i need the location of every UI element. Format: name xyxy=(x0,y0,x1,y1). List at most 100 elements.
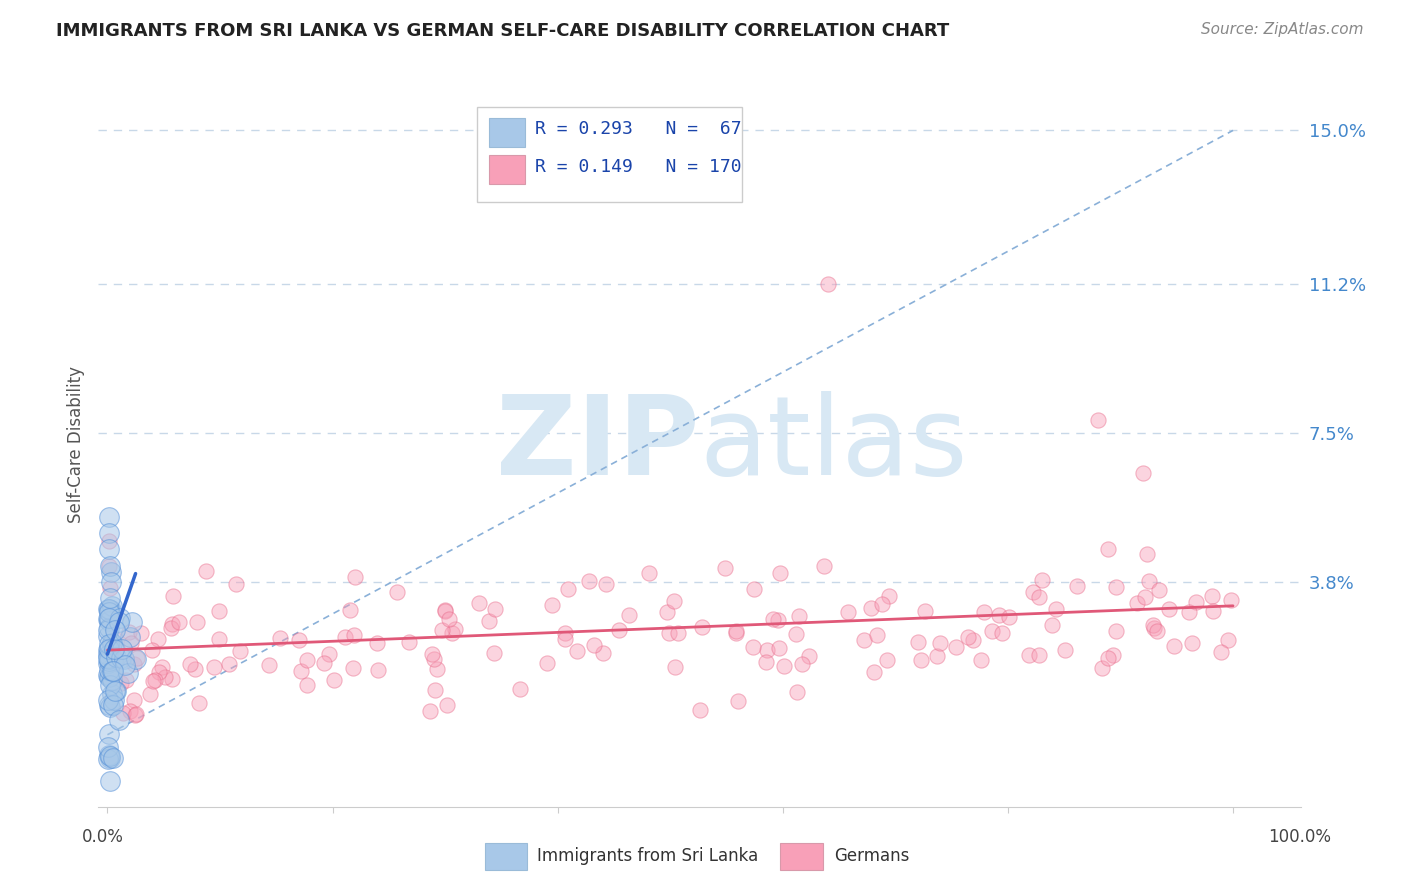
Point xyxy=(664,659,686,673)
Point xyxy=(98,591,121,605)
Point xyxy=(97,542,120,557)
Point xyxy=(1031,573,1053,587)
Point xyxy=(1028,590,1050,604)
Point xyxy=(432,624,454,638)
Point xyxy=(1087,413,1109,427)
Point xyxy=(118,631,141,645)
Point xyxy=(1132,466,1154,480)
Point xyxy=(97,656,120,670)
Point xyxy=(785,627,807,641)
Point xyxy=(105,649,128,664)
Point xyxy=(928,636,950,650)
Point xyxy=(98,699,121,714)
FancyBboxPatch shape xyxy=(489,154,526,184)
Point xyxy=(607,624,630,638)
Point xyxy=(98,642,121,657)
Point xyxy=(956,630,979,644)
Point xyxy=(725,626,748,640)
Point xyxy=(125,651,148,665)
Point xyxy=(970,653,993,667)
Point xyxy=(110,650,132,665)
Point xyxy=(97,752,120,766)
Point xyxy=(1136,547,1159,561)
Point xyxy=(786,685,808,699)
Point xyxy=(186,615,208,629)
Point xyxy=(595,577,617,591)
Point xyxy=(297,652,319,666)
Point xyxy=(973,605,995,619)
Point xyxy=(122,693,145,707)
Point xyxy=(228,644,250,658)
Point xyxy=(122,657,145,671)
Point xyxy=(863,665,886,680)
Point xyxy=(853,632,876,647)
Point xyxy=(509,682,531,697)
Point xyxy=(1157,601,1180,615)
Point xyxy=(468,596,491,610)
Point xyxy=(1220,592,1243,607)
Point xyxy=(143,673,166,687)
Point xyxy=(797,648,820,663)
Point xyxy=(1022,585,1045,599)
Point xyxy=(1135,590,1157,604)
Point xyxy=(104,623,127,637)
Text: atlas: atlas xyxy=(699,392,967,498)
Point xyxy=(907,634,929,648)
Point xyxy=(117,666,139,681)
Point xyxy=(101,687,124,701)
Point xyxy=(1209,645,1232,659)
Point xyxy=(155,670,177,684)
Point xyxy=(1163,640,1185,654)
Point xyxy=(991,625,1014,640)
Text: ZIP: ZIP xyxy=(496,392,699,498)
Text: Immigrants from Sri Lanka: Immigrants from Sri Lanka xyxy=(537,847,758,865)
Point xyxy=(817,277,839,291)
Point xyxy=(98,637,121,651)
Point xyxy=(207,632,229,647)
Point xyxy=(870,597,893,611)
Point xyxy=(120,636,142,650)
Point xyxy=(202,660,225,674)
Point xyxy=(658,625,681,640)
Point xyxy=(666,626,689,640)
FancyBboxPatch shape xyxy=(477,107,741,202)
Point xyxy=(1149,582,1171,597)
Point xyxy=(139,687,162,701)
Point xyxy=(101,653,124,667)
Point xyxy=(101,664,124,678)
Point xyxy=(117,624,139,639)
Point xyxy=(159,621,181,635)
Point xyxy=(97,648,120,662)
Point xyxy=(98,751,121,765)
Point xyxy=(98,558,121,573)
Point xyxy=(98,749,121,764)
Point xyxy=(98,747,121,762)
FancyBboxPatch shape xyxy=(489,119,526,147)
Point xyxy=(97,652,120,666)
Point xyxy=(100,574,122,589)
Point xyxy=(945,640,967,655)
Point xyxy=(557,582,579,596)
Point xyxy=(787,609,810,624)
Point xyxy=(1142,618,1164,632)
Point xyxy=(1040,617,1063,632)
Text: 100.0%: 100.0% xyxy=(1268,828,1330,846)
Point xyxy=(860,600,883,615)
Point xyxy=(981,624,1004,639)
Point xyxy=(1091,661,1114,675)
Point xyxy=(553,632,575,647)
Point xyxy=(323,673,346,687)
Point xyxy=(188,696,211,710)
Point xyxy=(766,613,789,627)
Point xyxy=(98,510,121,524)
Point xyxy=(101,599,124,613)
Point xyxy=(877,589,900,603)
Point xyxy=(927,648,949,663)
Point xyxy=(755,643,778,657)
Point xyxy=(97,614,120,628)
Point xyxy=(423,683,446,698)
Point xyxy=(713,561,735,575)
Point xyxy=(97,605,120,619)
Point xyxy=(813,559,835,574)
Y-axis label: Self-Care Disability: Self-Care Disability xyxy=(67,366,86,524)
